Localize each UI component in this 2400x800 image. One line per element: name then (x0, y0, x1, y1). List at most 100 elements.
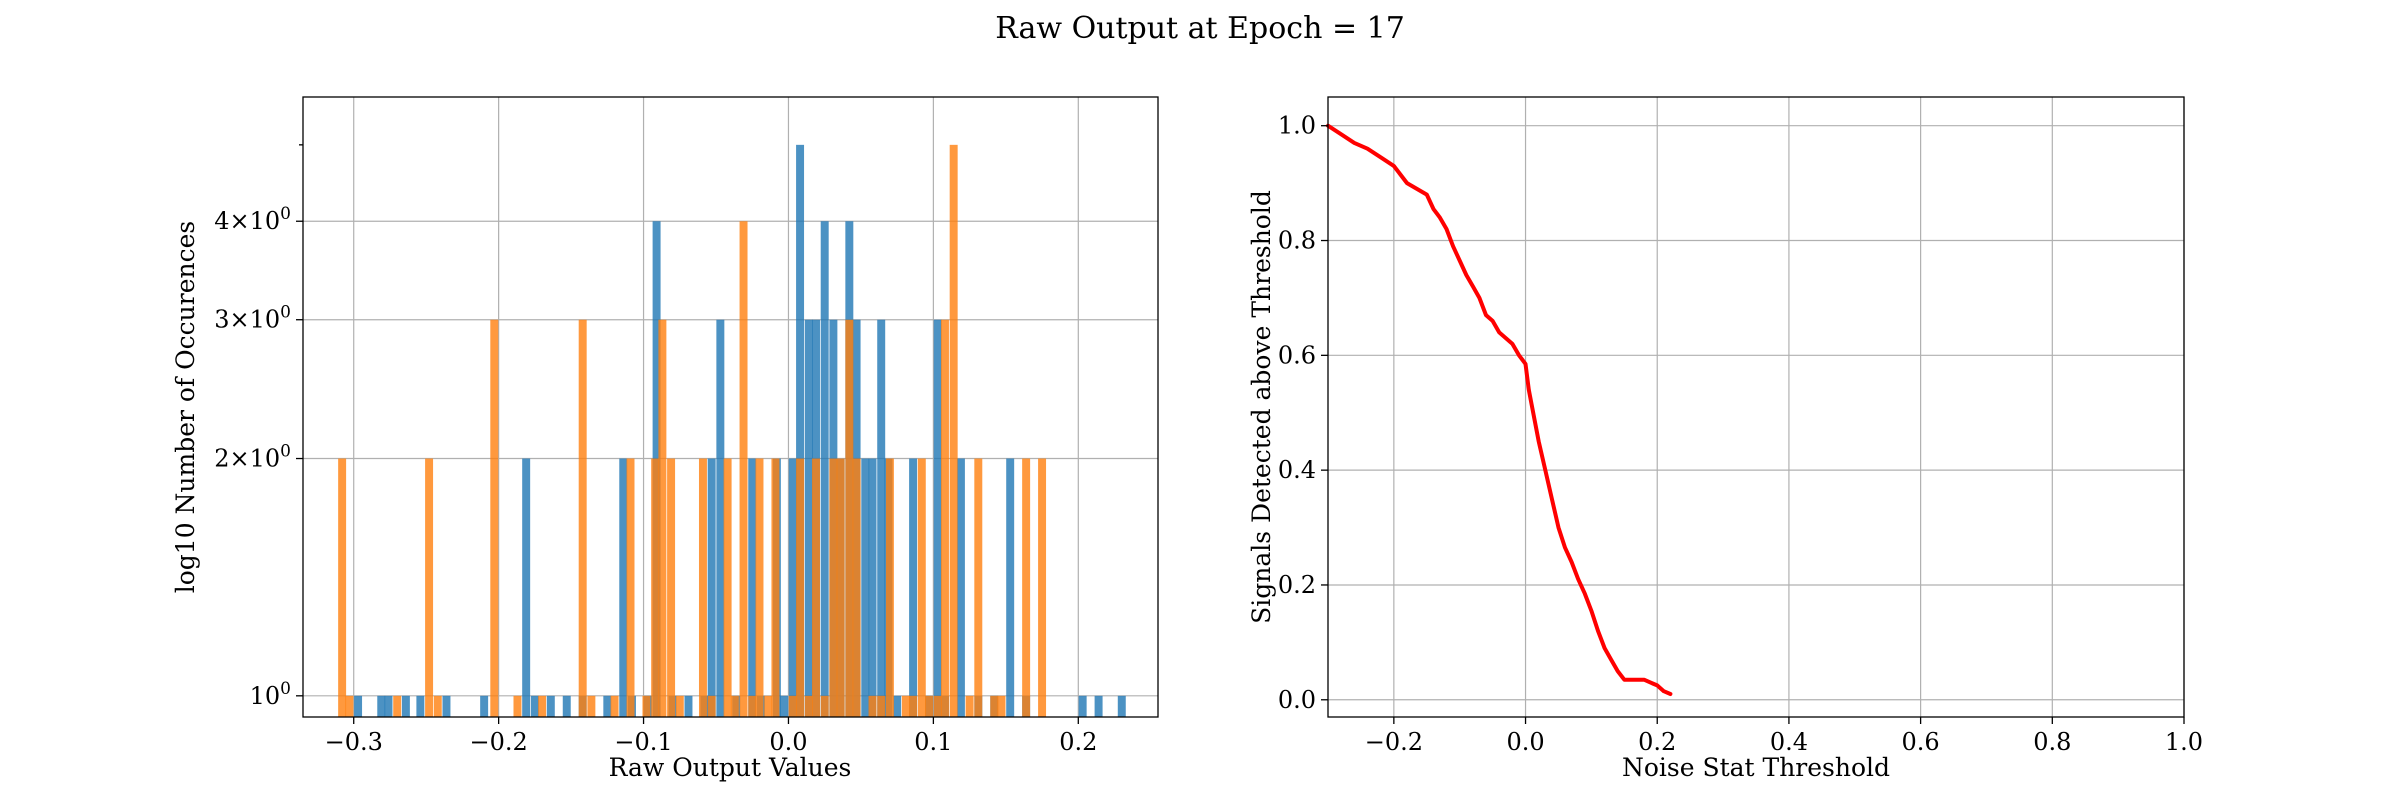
line-x-tick-label: 0.4 (1770, 728, 1808, 756)
histogram-bar-series-b (804, 695, 813, 717)
histogram-bar-series-a (416, 695, 425, 717)
histogram-bar-series-a (716, 319, 725, 717)
histogram-bar-series-b (723, 458, 732, 717)
line-x-tick-label: 0.6 (1902, 728, 1940, 756)
histogram-bar-series-b (820, 695, 829, 717)
histogram-bar-series-b (933, 695, 942, 717)
histogram-bar-series-b (829, 458, 838, 717)
histogram-bar-series-a (788, 458, 797, 717)
histogram-bar-series-b (707, 695, 716, 717)
histogram-bar-series-a (780, 695, 789, 717)
histogram-y-axis-label: log10 Number of Occurences (171, 221, 200, 594)
histogram-bar-series-b (651, 458, 660, 717)
line-y-tick-label: 0.2 (1278, 571, 1316, 599)
histogram-bar-series-b (755, 458, 764, 717)
histogram-bar-series-b (836, 458, 845, 717)
histogram-bar-series-a (909, 458, 918, 717)
histogram-x-tick-label: −0.2 (469, 728, 527, 756)
histogram-bar-series-b (626, 458, 635, 717)
histogram-bar-series-b (748, 695, 757, 717)
histogram-bar-series-a (377, 695, 386, 717)
histogram-bar-series-a (619, 458, 628, 717)
line-y-tick-label: 1.0 (1278, 112, 1316, 140)
histogram-bar-series-a (530, 695, 539, 717)
histogram-bar-series-b (909, 695, 918, 717)
histogram-bar-series-b (393, 695, 402, 717)
histogram-bar-series-b (788, 695, 797, 717)
histogram-bar-series-b (845, 319, 854, 717)
histogram-bar-series-a (354, 695, 363, 717)
histogram-bar-series-a (384, 695, 393, 717)
line-gridlines (1328, 97, 2185, 717)
histogram-bar-series-b (667, 458, 676, 717)
histogram-bar-series-b (658, 319, 667, 717)
histogram-bar-series-a (877, 319, 886, 717)
histogram-bar-series-a (868, 458, 877, 717)
line-y-ticks: 0.0 0.2 0.4 0.6 0.8 1.0 (1278, 112, 1328, 714)
histogram-bar-series-b (771, 458, 780, 717)
histogram-bar-series-a (1094, 695, 1103, 717)
figure-suptitle: Raw Output at Epoch = 17 (995, 11, 1405, 46)
histogram-bar-series-a (1078, 695, 1087, 717)
histogram-x-ticks: −0.3 −0.2 −0.1 0.0 0.1 0.2 (325, 717, 1097, 756)
histogram-bar-series-b (965, 695, 974, 717)
histogram-bar-series-a (603, 695, 612, 717)
line-axes-frame (1327, 96, 2185, 718)
histogram-bar-series-b (949, 144, 958, 718)
histogram-bar-series-b (764, 695, 773, 717)
line-x-tick-label: −0.2 (1365, 728, 1423, 756)
histogram-bar-series-a (707, 458, 716, 717)
histogram-bar-series-a (820, 221, 829, 717)
threshold-line-chart: −0.2 0.0 0.2 0.4 0.6 0.8 1.0 0.0 0.2 0.4 0.6 0.8 1.… (1247, 96, 2203, 782)
line-x-tick-label: 1.0 (2165, 728, 2203, 756)
line-y-tick-label: 0.0 (1278, 686, 1316, 714)
histogram-bar-series-b (538, 695, 547, 717)
histogram-bar-series-a (562, 695, 571, 717)
histogram-bar-series-a (933, 319, 942, 717)
histogram-bar-series-a (546, 695, 555, 717)
histogram-bar-series-a (1117, 695, 1126, 717)
histogram-bar-series-b (852, 458, 861, 717)
line-y-tick-label: 0.8 (1278, 227, 1316, 255)
line-x-tick-label: 0.2 (1638, 728, 1676, 756)
histogram-bar-series-a (684, 695, 693, 717)
histogram-bar-series-b (925, 695, 934, 717)
histogram-bar-series-b (425, 458, 434, 717)
histogram-bar-series-b (587, 695, 596, 717)
line-y-tick-label: 0.6 (1278, 341, 1316, 369)
histogram-bar-series-b (698, 458, 707, 717)
histogram-bar-series-a (956, 458, 965, 717)
histogram-bar-series-b (812, 458, 820, 717)
histogram-bar-series-a (1006, 458, 1015, 717)
histogram-bar-series-a (861, 458, 870, 717)
histogram-x-tick-label: −0.3 (325, 728, 383, 756)
line-x-tick-label: 0.8 (2033, 728, 2071, 756)
histogram-bar-series-a (893, 695, 902, 717)
histogram-x-tick-label: 0.1 (914, 728, 952, 756)
histogram-chart: −0.3 −0.2 −0.1 0.0 0.1 0.2 100 2×100 3×100 4×100… (171, 96, 1159, 782)
histogram-bar-series-b (433, 695, 442, 717)
histogram-y-tick-label: 100 (250, 679, 291, 710)
line-x-ticks: −0.2 0.0 0.2 0.4 0.6 0.8 1.0 (1365, 717, 2203, 756)
histogram-bar-series-b (610, 695, 619, 717)
histogram-bar-series-b (730, 695, 739, 717)
histogram-bar-series-b (990, 695, 999, 717)
line-y-tick-label: 0.4 (1278, 456, 1316, 484)
histogram-bar-series-b (868, 695, 877, 717)
histogram-x-tick-label: 0.2 (1059, 728, 1097, 756)
histogram-bar-series-b (642, 695, 651, 717)
histogram-bar-series-b (513, 695, 522, 717)
histogram-bar-series-a (442, 695, 451, 717)
histogram-x-tick-label: 0.0 (769, 728, 807, 756)
histogram-bar-series-b (490, 319, 499, 717)
histogram-bar-series-b (578, 319, 587, 717)
histogram-bar-series-b (338, 458, 347, 717)
histogram-bar-series-a (522, 458, 531, 717)
histogram-bar-series-b (917, 458, 926, 717)
histogram-bar-series-b (901, 695, 910, 717)
histogram-series-b-bars (338, 144, 1047, 718)
histogram-bar-series-b (796, 458, 805, 717)
histogram-axes-frame (302, 96, 1159, 718)
histogram-bar-series-b (675, 695, 684, 717)
